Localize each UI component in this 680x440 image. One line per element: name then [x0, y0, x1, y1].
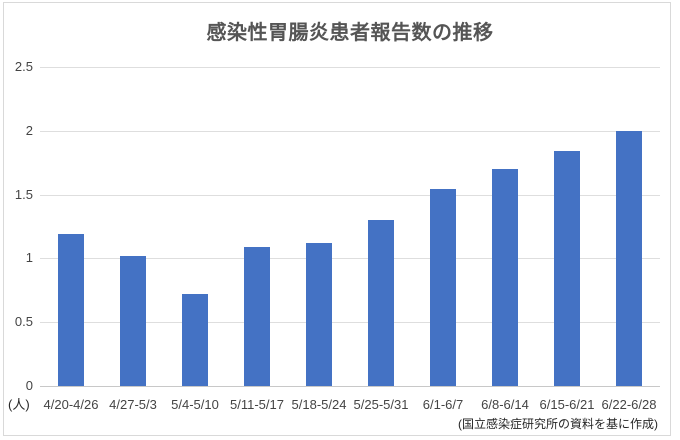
- y-tick-label: 2: [25, 123, 33, 138]
- source-note: (国立感染症研究所の資料を基に作成): [458, 417, 658, 431]
- y-tick-label: 0: [25, 378, 33, 393]
- gridline: [40, 131, 660, 132]
- bar-6/22-6/28: [616, 131, 642, 386]
- bar-6/15-6/21: [554, 151, 580, 386]
- x-tick-label: 5/18-5/24: [291, 397, 347, 412]
- y-axis-unit-label: (人): [8, 397, 30, 412]
- y-tick-label: 0.5: [14, 314, 33, 329]
- y-tick-label: 1: [25, 250, 33, 265]
- x-tick-label: 5/25-5/31: [353, 397, 409, 412]
- x-tick-label: 5/4-5/10: [171, 397, 219, 412]
- y-tick-label: 1.5: [14, 187, 33, 202]
- x-axis-line: [40, 386, 660, 387]
- bar-4/27-5/3: [120, 256, 146, 386]
- gridline: [40, 322, 660, 323]
- gridline: [40, 258, 660, 259]
- x-tick-label: 6/1-6/7: [422, 397, 464, 412]
- bar-5/18-5/24: [306, 243, 332, 386]
- x-tick-label: 6/15-6/21: [539, 397, 595, 412]
- y-tick-label: 2.5: [14, 59, 33, 74]
- bar-6/8-6/14: [492, 169, 518, 386]
- bar-6/1-6/7: [430, 189, 456, 386]
- x-tick-label: 5/11-5/17: [230, 397, 284, 412]
- x-tick-label: 4/20-4/26: [43, 397, 99, 412]
- bar-5/4-5/10: [182, 294, 208, 386]
- x-tick-label: 6/22-6/28: [601, 397, 657, 412]
- gridline: [40, 67, 660, 68]
- chart-title: 感染性胃腸炎患者報告数の推移: [206, 22, 494, 44]
- gridline: [40, 195, 660, 196]
- bar-4/20-4/26: [58, 234, 84, 386]
- x-tick-label: 6/8-6/14: [481, 397, 529, 412]
- bar-5/25-5/31: [368, 220, 394, 386]
- bar-5/11-5/17: [244, 247, 270, 386]
- x-tick-label: 4/27-5/3: [109, 397, 157, 412]
